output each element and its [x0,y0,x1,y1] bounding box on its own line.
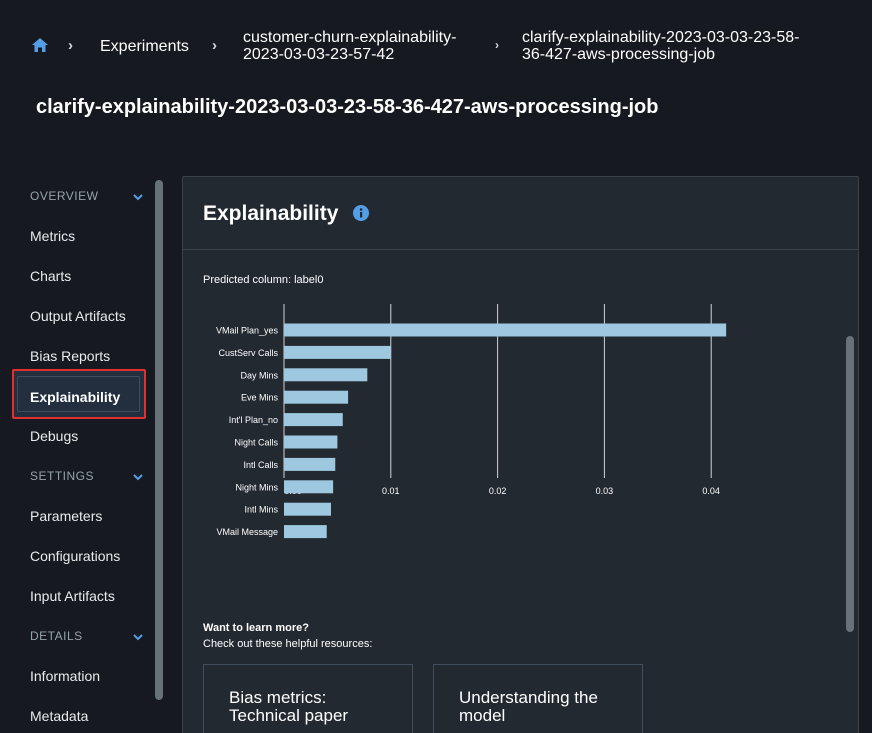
learn-more-subheading: Check out these helpful resources: [203,638,373,650]
bar [284,480,334,494]
y-tick-label: Eve Mins [241,393,279,403]
breadcrumb-job-line1: clarify-explainability-2023-03-03-23-58- [522,29,800,46]
sidebar-item-charts[interactable]: Charts [30,268,72,284]
breadcrumb-job: clarify-explainability-2023-03-03-23-58-… [522,29,799,63]
sidebar-item-parameters[interactable]: Parameters [30,508,103,524]
breadcrumb: › Experiments › customer-churn-explainab… [0,0,872,80]
bar [284,413,343,427]
home-icon[interactable] [31,37,49,53]
section-settings[interactable]: SETTINGS [30,469,95,483]
section-details[interactable]: DETAILS [30,629,83,643]
x-tick-label: 0.03 [596,486,614,496]
sidebar-item-configurations[interactable]: Configurations [30,548,121,564]
breadcrumb-experiments[interactable]: Experiments [100,38,189,55]
sidebar-item-debugs[interactable]: Debugs [30,428,79,444]
info-icon[interactable] [353,205,369,221]
sidebar-item-explainability[interactable]: Explainability [30,389,121,405]
sidebar-scrollbar[interactable] [155,180,163,700]
breadcrumb-experiment-line1: customer-churn-explainability- [243,29,457,46]
learn-more-heading: Want to learn more? [203,622,309,634]
breadcrumb-experiment[interactable]: customer-churn-explainability- 2023-03-0… [243,29,456,63]
resource-card-title: Bias metrics: Technical paper [229,688,349,725]
panel-header: Explainability [183,177,858,250]
sidebar-item-information[interactable]: Information [30,668,101,684]
y-tick-label: VMail Plan_yes [216,326,279,336]
explainability-panel: Explainability Predicted column: label0 … [182,176,859,733]
page-title: clarify-explainability-2023-03-03-23-58-… [36,96,659,118]
bar [284,323,727,337]
active-item-frame [17,376,140,412]
panel-title: Explainability [203,202,339,225]
sidebar-item-bias-reports[interactable]: Bias Reports [30,348,111,364]
resource-card-bias-metrics[interactable]: Bias metrics: Technical paper [203,664,413,733]
x-tick-label: 0.01 [382,486,400,496]
sidebar-item-metrics[interactable]: Metrics [30,228,76,244]
bar [284,390,349,404]
y-tick-label: VMail Message [216,527,278,537]
breadcrumb-separator-icon: › [68,37,73,54]
main-scrollbar[interactable] [846,336,854,632]
bar [284,435,338,449]
y-tick-label: Intl Mins [244,505,278,515]
bar [284,345,391,359]
sidebar-item-output-artifacts[interactable]: Output Artifacts [30,308,126,324]
resource-card-understanding-model[interactable]: Understanding the model [433,664,643,733]
bar [284,368,368,382]
chevron-down-icon[interactable] [133,192,143,202]
x-tick-label: 0.02 [489,486,507,496]
bar [284,502,331,516]
chevron-down-icon[interactable] [133,632,143,642]
sidebar-item-metadata[interactable]: Metadata [30,708,89,724]
predicted-column-label: Predicted column: label0 [203,274,324,286]
section-overview[interactable]: OVERVIEW [30,189,99,203]
sidebar-item-input-artifacts[interactable]: Input Artifacts [30,588,115,604]
y-tick-label: Night Calls [234,438,278,448]
bar [284,525,327,539]
y-tick-label: Day Mins [240,370,278,380]
x-tick-label: 0.04 [702,486,720,496]
active-highlight [12,369,146,419]
breadcrumb-job-line2: 36-427-aws-processing-job [522,46,715,63]
resource-card-title: Understanding the model [459,688,598,725]
y-tick-label: Night Mins [235,482,278,492]
y-tick-label: Intl Calls [243,460,278,470]
y-tick-label: Int'l Plan_no [229,415,278,425]
bar [284,457,336,471]
breadcrumb-separator-icon: › [495,38,499,52]
breadcrumb-experiment-line2: 2023-03-03-23-57-42 [243,46,395,63]
breadcrumb-separator-icon: › [212,37,217,54]
y-tick-label: CustServ Calls [218,348,278,358]
chevron-down-icon[interactable] [133,472,143,482]
